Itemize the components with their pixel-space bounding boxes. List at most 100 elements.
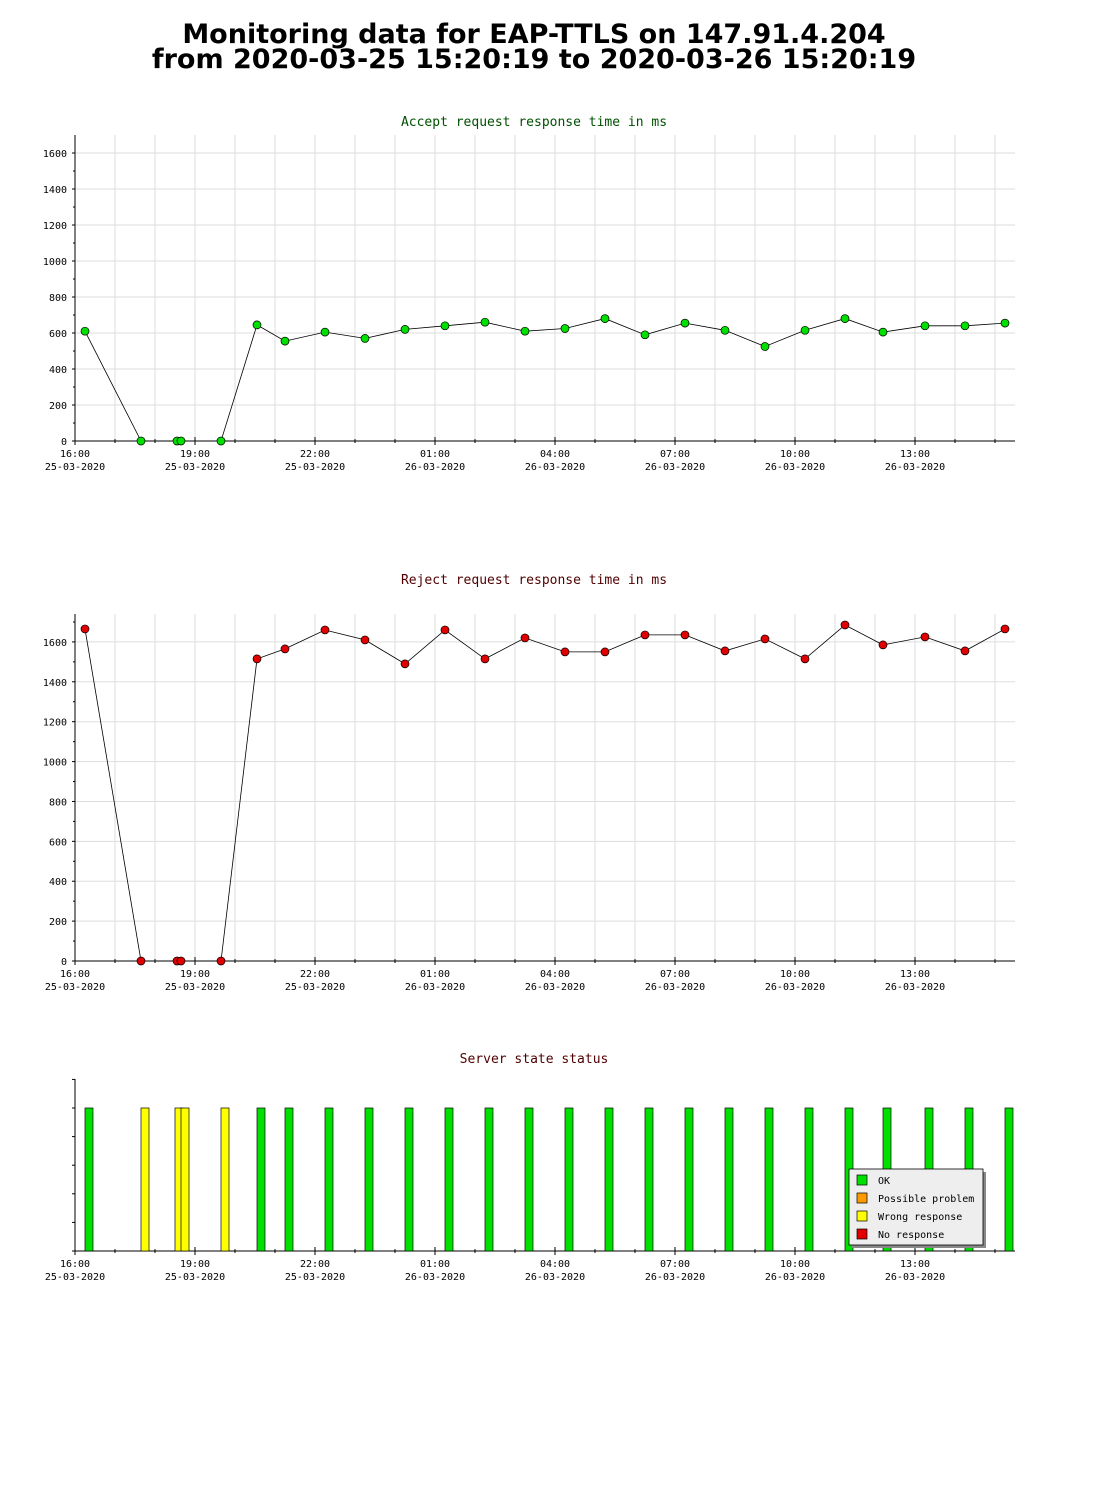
reject-data-point [760, 634, 770, 644]
reject-data-point [1000, 624, 1010, 634]
status-x-tick-label-date: 26-03-2020 [765, 1272, 825, 1283]
status-bar-ok [564, 1107, 574, 1252]
status-x-tick-label-date: 26-03-2020 [405, 1272, 465, 1283]
reject-x-tick-label-date: 25-03-2020 [165, 982, 225, 993]
reject-data-point [960, 646, 970, 656]
legend-swatch-ok [856, 1174, 868, 1186]
accept-x-tick-label-date: 26-03-2020 [525, 462, 585, 473]
status-bar-ok [524, 1107, 534, 1252]
status-x-tick-label-date: 25-03-2020 [45, 1272, 105, 1283]
accept-x-tick-label-date: 25-03-2020 [165, 462, 225, 473]
reject-y-tick-label: 1600 [43, 638, 67, 649]
reject-x-tick-label-date: 25-03-2020 [285, 982, 345, 993]
accept-y-tick-label: 600 [49, 329, 67, 340]
accept-data-point [480, 317, 490, 327]
status-x-tick-label-date: 25-03-2020 [285, 1272, 345, 1283]
accept-data-point [320, 327, 330, 337]
reject-y-tick-label: 200 [49, 917, 67, 928]
status-bar-ok [364, 1107, 374, 1252]
reject-y-tick-label: 1400 [43, 678, 67, 689]
status-bar-wrong-response [180, 1107, 190, 1252]
legend-swatch-no-response [856, 1228, 868, 1240]
reject-y-tick-label: 800 [49, 797, 67, 808]
accept-y-tick-label: 1200 [43, 221, 67, 232]
status-bar-ok [484, 1107, 494, 1252]
accept-data-point [920, 321, 930, 331]
reject-x-tick-label-time: 01:00 [420, 969, 450, 980]
reject-data-point [80, 624, 90, 634]
reject-x-tick-label-time: 16:00 [60, 969, 90, 980]
legend-box [848, 1168, 984, 1246]
reject-data-point [440, 625, 450, 635]
reject-data-point [520, 633, 530, 643]
accept-x-tick-label-date: 25-03-2020 [45, 462, 105, 473]
accept-data-point [640, 330, 650, 340]
accept-x-tick-label-time: 07:00 [660, 449, 690, 460]
accept-x-tick-label-time: 16:00 [60, 449, 90, 460]
reject-x-tick-label-date: 26-03-2020 [525, 982, 585, 993]
accept-y-tick-label: 400 [49, 365, 67, 376]
status-bar-ok [684, 1107, 694, 1252]
status-x-tick-label-time: 04:00 [540, 1259, 570, 1270]
legend-label-wrong-response: Wrong response [878, 1212, 962, 1223]
status-x-tick-label-time: 10:00 [780, 1259, 810, 1270]
reject-x-tick-label-date: 26-03-2020 [405, 982, 465, 993]
accept-data-point [360, 334, 370, 343]
accept-x-tick-label-time: 10:00 [780, 449, 810, 460]
reject-y-tick-label: 1200 [43, 718, 67, 729]
reject-x-tick-label-date: 26-03-2020 [885, 982, 945, 993]
accept-y-tick-label: 200 [49, 401, 67, 412]
status-x-tick-label-time: 01:00 [420, 1259, 450, 1270]
status-bar-ok [644, 1107, 654, 1252]
reject-x-tick-label-time: 04:00 [540, 969, 570, 980]
reject-data-point [680, 630, 690, 640]
status-x-tick-label-date: 26-03-2020 [885, 1272, 945, 1283]
status-bar-ok [404, 1107, 414, 1252]
status-x-tick-label-date: 26-03-2020 [525, 1272, 585, 1283]
status-bar-ok [256, 1107, 266, 1252]
status-bar-ok [444, 1107, 454, 1252]
reject-data-point [800, 654, 810, 664]
legend-swatch-possible-problem [856, 1192, 868, 1204]
reject-y-tick-label: 1000 [43, 758, 67, 769]
reject-data-point [878, 640, 888, 650]
reject-data-point [176, 956, 186, 966]
status-bar-ok [724, 1107, 734, 1252]
status-bar-wrong-response [140, 1107, 150, 1252]
accept-data-point [216, 436, 226, 446]
status-bar-ok [764, 1107, 774, 1252]
reject-chart-title: Reject request response time in ms [401, 573, 667, 588]
accept-data-point [800, 325, 810, 335]
reject-x-tick-label-time: 10:00 [780, 969, 810, 980]
status-x-tick-label-date: 25-03-2020 [165, 1272, 225, 1283]
reject-y-tick-label: 400 [49, 877, 67, 888]
reject-data-point [360, 635, 370, 645]
reject-series-line [84, 624, 1006, 962]
accept-data-point [600, 314, 610, 323]
status-bar-ok [604, 1107, 614, 1252]
accept-data-point [680, 318, 690, 328]
reject-x-tick-label-date: 26-03-2020 [765, 982, 825, 993]
accept-y-tick-label: 800 [49, 293, 67, 304]
reject-data-point [280, 644, 290, 654]
accept-data-point [280, 336, 290, 346]
status-bar-ok [284, 1107, 294, 1252]
accept-y-tick-label: 0 [61, 437, 67, 448]
reject-data-point [840, 620, 850, 630]
status-x-tick-label-time: 16:00 [60, 1259, 90, 1270]
accept-data-point [440, 321, 450, 331]
status-bar-ok [84, 1107, 94, 1252]
status-chart-title: Server state status [460, 1052, 609, 1067]
accept-chart-title: Accept request response time in ms [401, 115, 667, 130]
accept-data-point [80, 326, 90, 336]
accept-x-tick-label-time: 13:00 [900, 449, 930, 460]
accept-y-tick-label: 1400 [43, 185, 67, 196]
reject-data-point [720, 646, 730, 656]
status-x-tick-label-date: 26-03-2020 [645, 1272, 705, 1283]
accept-x-tick-label-date: 26-03-2020 [645, 462, 705, 473]
reject-data-point [400, 659, 410, 669]
status-bar-wrong-response [220, 1107, 230, 1252]
status-bar-ok [324, 1107, 334, 1252]
reject-x-tick-label-time: 19:00 [180, 969, 210, 980]
